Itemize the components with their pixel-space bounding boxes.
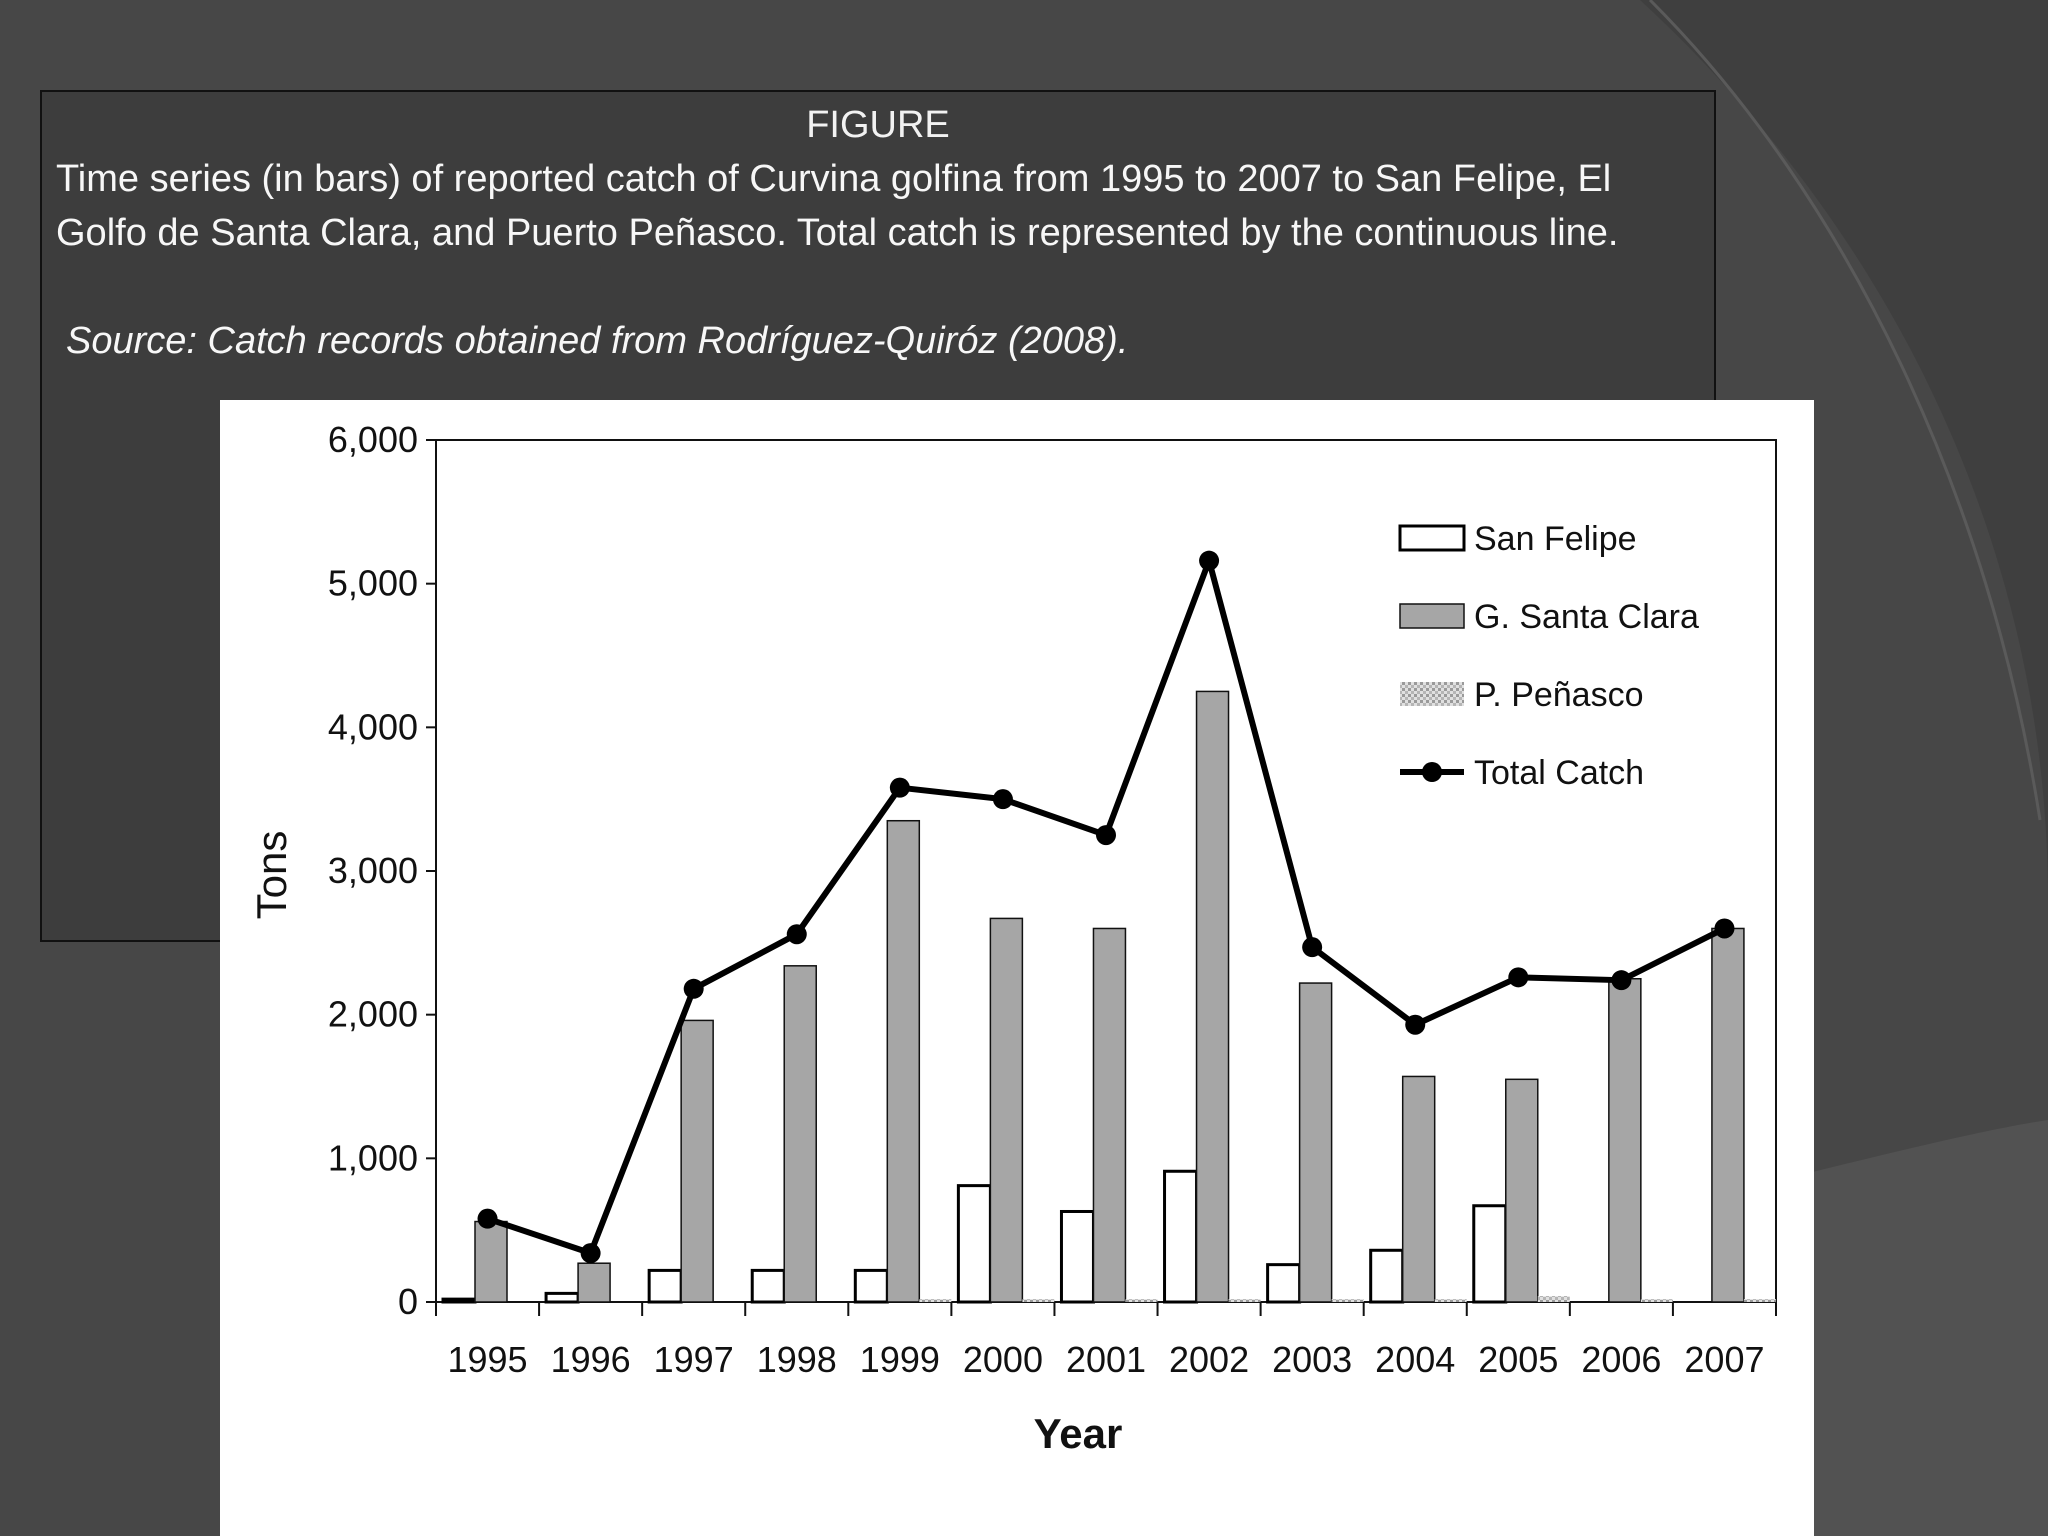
x-tick-label: 2005 (1478, 1339, 1558, 1380)
san-felipe-bar (853, 1268, 889, 1304)
santa-clara-bar (989, 917, 1024, 1303)
santa-clara-bar (1401, 1075, 1436, 1303)
caption-heading: FIGURE (806, 104, 950, 146)
san-felipe-bar (441, 1297, 477, 1304)
penasco-bar (1228, 1299, 1261, 1302)
chart-legend: San Felipe G. Santa Clara P. Peñasco Total … (1398, 520, 1699, 792)
san-felipe-bar (1266, 1263, 1302, 1304)
y-tick-label: 5,000 (328, 563, 418, 604)
x-axis-title: Year (1034, 1410, 1123, 1457)
penasco-bar (1331, 1299, 1364, 1302)
total-catch-point (992, 789, 1013, 810)
y-tick-label: 3,000 (328, 850, 418, 891)
x-tick-label: 2007 (1684, 1339, 1764, 1380)
santa-clara-bar (1092, 927, 1127, 1303)
total-catch-point (1611, 970, 1632, 991)
y-tick-label: 2,000 (328, 994, 418, 1035)
legend-label: Total Catch (1474, 754, 1644, 792)
x-tick-label: 1998 (757, 1339, 837, 1380)
catch-chart: 0 1,000 2,000 3,000 4,000 5,000 6,000 1995 1996… (248, 419, 1777, 1457)
santa-clara-bar (577, 1262, 611, 1303)
total-catch-point (786, 924, 807, 945)
x-tick-label: 2001 (1066, 1339, 1146, 1380)
total-catch-point (1714, 918, 1735, 939)
san-felipe-legend-swatch (1398, 524, 1466, 552)
y-tick-label: 1,000 (328, 1137, 418, 1178)
total-catch-point (889, 777, 910, 798)
san-felipe-bar (544, 1291, 580, 1304)
total-catch-point (1508, 967, 1529, 988)
santa-clara-bar (680, 1019, 714, 1303)
santa-clara-bar (1711, 927, 1745, 1303)
chart-panel: 0 1,000 2,000 3,000 4,000 5,000 6,000 1995 1996… (220, 400, 1814, 1536)
total-catch-point (1302, 937, 1323, 958)
santa-clara-bar (1505, 1078, 1539, 1303)
legend-label: San Felipe (1474, 520, 1637, 558)
penasco-bar (1537, 1296, 1570, 1302)
san-felipe-bar (750, 1268, 786, 1304)
x-tick-label: 2003 (1272, 1339, 1352, 1380)
penasco-bar (1022, 1299, 1055, 1302)
santa-clara-legend-swatch (1399, 603, 1465, 629)
total-catch-point (1199, 550, 1220, 571)
caption-text: Time series (in bars) of reported catch … (56, 158, 1619, 254)
penasco-bar (1434, 1299, 1467, 1302)
y-axis-title: Tons (248, 831, 295, 920)
penasco-bar (1640, 1299, 1673, 1302)
total-catch-point (683, 978, 704, 999)
legend-label: P. Peñasco (1474, 676, 1644, 714)
total-catch-legend-marker (1422, 762, 1442, 782)
san-felipe-bar (1472, 1204, 1508, 1304)
san-felipe-bar (1369, 1248, 1405, 1304)
x-tick-label: 1997 (654, 1339, 734, 1380)
total-catch-point (477, 1208, 498, 1229)
total-catch-point (1096, 825, 1116, 846)
caption-source: Source: Catch records obtained from Rodr… (66, 320, 1129, 362)
total-catch-point (580, 1243, 601, 1264)
total-catch-point (1405, 1014, 1426, 1035)
santa-clara-bar (474, 1220, 508, 1303)
y-tick-label: 4,000 (328, 706, 418, 747)
santa-clara-bar (783, 965, 817, 1303)
san-felipe-bar (956, 1184, 992, 1304)
x-tick-label: 2002 (1169, 1339, 1249, 1380)
santa-clara-bar (1298, 982, 1333, 1303)
y-tick-label: 6,000 (328, 419, 418, 460)
san-felipe-bar (647, 1268, 683, 1304)
santa-clara-bar (886, 819, 921, 1303)
san-felipe-bar (1163, 1169, 1199, 1304)
penasco-bar (1743, 1299, 1776, 1302)
santa-clara-bar (1195, 690, 1230, 1303)
x-tick-label: 2000 (963, 1339, 1043, 1380)
legend-label: G. Santa Clara (1474, 598, 1699, 636)
santa-clara-bar (1608, 978, 1642, 1303)
x-tick-label: 1995 (447, 1339, 527, 1380)
x-tick-label: 2006 (1581, 1339, 1661, 1380)
x-tick-label: 2004 (1375, 1339, 1455, 1380)
y-tick-label: 0 (398, 1281, 418, 1322)
x-tick-label: 1996 (551, 1339, 631, 1380)
penasco-legend-swatch (1400, 682, 1464, 706)
penasco-bar (1125, 1299, 1158, 1302)
penasco-bar (919, 1299, 952, 1302)
san-felipe-bar (1059, 1209, 1095, 1304)
x-tick-label: 1999 (860, 1339, 940, 1380)
